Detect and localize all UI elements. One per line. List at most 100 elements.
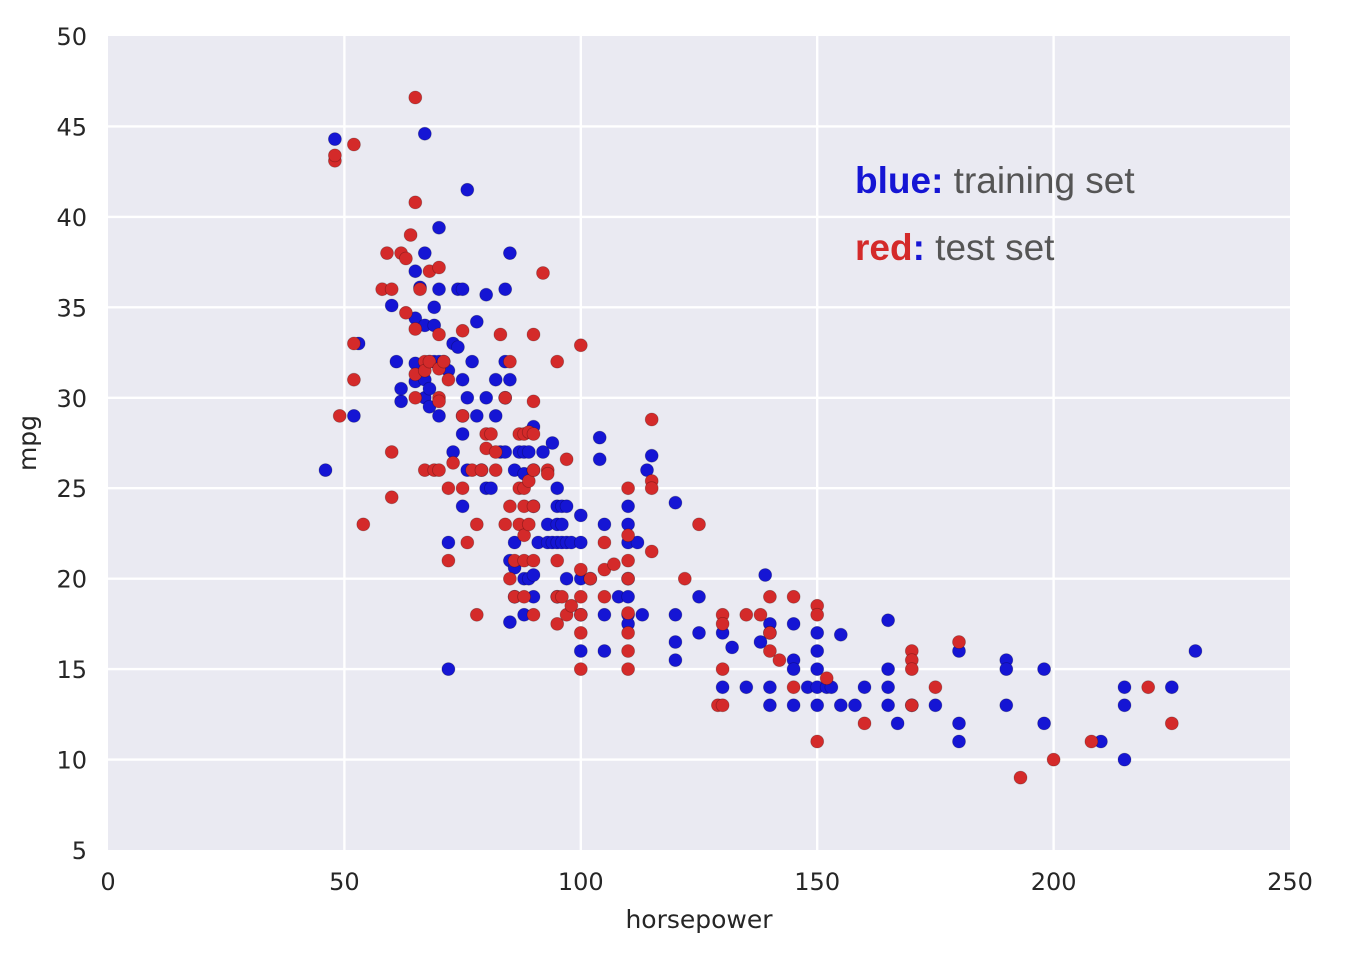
data-point <box>1117 680 1132 695</box>
data-point <box>536 445 550 459</box>
data-point <box>597 607 612 622</box>
data-point <box>446 455 461 470</box>
legend-entry-training: blue: training set <box>855 160 1135 201</box>
legend: blue: training set red: test set <box>855 160 1135 268</box>
y-tick-label: 15 <box>56 656 87 684</box>
y-tick-label: 45 <box>56 113 87 141</box>
legend-key-blue: blue <box>855 160 931 201</box>
data-point <box>715 662 730 676</box>
data-point <box>502 354 517 369</box>
data-point <box>786 617 801 631</box>
data-point <box>592 430 607 445</box>
data-point <box>455 323 470 338</box>
data-point <box>1117 698 1132 713</box>
y-tick-label: 40 <box>56 204 87 232</box>
legend-separator: : <box>913 227 925 268</box>
data-point <box>890 716 905 731</box>
data-point <box>469 607 484 622</box>
data-point <box>408 322 423 336</box>
data-point <box>928 698 943 713</box>
data-point <box>573 562 588 577</box>
data-point <box>502 571 517 586</box>
data-point <box>493 327 508 342</box>
y-tick-label: 50 <box>56 23 87 51</box>
data-point <box>597 644 612 658</box>
data-point <box>621 528 635 543</box>
data-point <box>904 698 919 713</box>
data-point <box>384 490 399 505</box>
data-point <box>441 372 456 387</box>
data-point <box>550 354 565 369</box>
data-point <box>573 589 588 604</box>
data-point <box>498 282 513 297</box>
data-point <box>621 499 635 514</box>
data-point <box>857 716 872 731</box>
data-point <box>810 626 825 640</box>
data-point <box>621 662 635 676</box>
data-point <box>1117 752 1132 767</box>
data-point <box>904 662 919 676</box>
data-point <box>692 589 706 604</box>
data-point <box>498 390 513 405</box>
data-point <box>621 571 635 586</box>
data-point <box>635 607 650 622</box>
data-point <box>607 557 621 572</box>
data-point <box>668 653 683 667</box>
data-point <box>881 680 895 695</box>
data-point <box>848 698 862 713</box>
data-point <box>644 481 659 496</box>
data-point <box>502 499 517 514</box>
data-point <box>786 589 801 604</box>
data-point <box>559 499 574 514</box>
y-tick-label: 30 <box>56 385 87 413</box>
data-point <box>550 481 565 496</box>
x-tick-label: 200 <box>1031 868 1077 896</box>
data-point <box>422 381 437 396</box>
data-point <box>488 445 503 459</box>
data-point <box>810 644 825 658</box>
data-point <box>408 264 423 279</box>
data-point <box>455 481 470 496</box>
data-point <box>668 635 683 649</box>
data-point <box>403 228 418 242</box>
data-point <box>356 517 371 532</box>
data-point <box>479 390 494 405</box>
data-point <box>469 314 484 329</box>
data-point <box>621 553 635 568</box>
plot-background <box>108 36 1290 850</box>
data-point <box>819 671 834 686</box>
data-point <box>564 598 579 613</box>
data-point <box>502 246 517 261</box>
data-point <box>573 644 588 658</box>
data-point <box>455 408 470 423</box>
data-point <box>517 589 531 604</box>
data-point <box>332 408 347 423</box>
data-point <box>327 148 342 163</box>
data-point <box>1164 716 1179 731</box>
data-point <box>346 137 361 152</box>
data-point <box>346 336 361 351</box>
x-tick-label: 250 <box>1267 868 1313 896</box>
data-point <box>1037 716 1051 731</box>
data-point <box>384 298 399 313</box>
data-point <box>550 553 565 568</box>
data-point <box>786 662 801 676</box>
data-point <box>408 90 423 105</box>
data-point <box>408 390 423 405</box>
data-point <box>668 495 683 510</box>
data-point <box>346 372 361 387</box>
data-point <box>1046 752 1061 767</box>
legend-entry-test: red: test set <box>855 227 1055 268</box>
data-point <box>436 354 451 369</box>
data-point <box>786 680 801 695</box>
data-point <box>479 287 494 302</box>
legend-key-red: red <box>855 227 913 268</box>
data-point <box>952 635 966 649</box>
data-point <box>488 372 503 387</box>
data-point <box>597 517 612 532</box>
data-point <box>432 394 446 409</box>
data-point <box>488 408 503 423</box>
data-point <box>677 571 692 586</box>
data-point <box>441 553 456 568</box>
